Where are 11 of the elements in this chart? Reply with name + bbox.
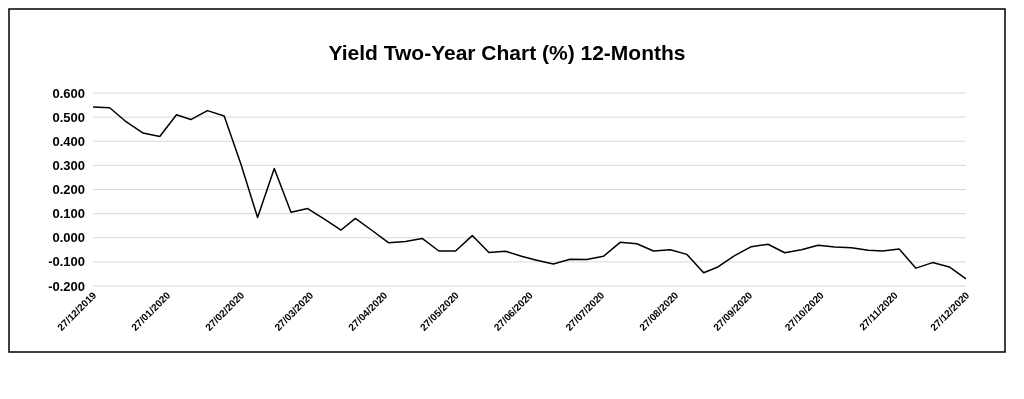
y-tick-label: 0.500 [52, 109, 85, 125]
y-tick-label: 0.400 [52, 133, 85, 149]
y-tick-label: -0.100 [48, 254, 85, 270]
y-tick-label: 0.100 [52, 206, 85, 222]
y-tick-label: 0.600 [52, 85, 85, 101]
y-tick-label: -0.200 [48, 278, 85, 294]
y-tick-label: 0.200 [52, 182, 85, 198]
y-tick-label: 0.000 [52, 230, 85, 246]
line-series [92, 106, 967, 280]
chart-title: Yield Two-Year Chart (%) 12-Months [328, 41, 686, 64]
y-tick-label: 0.300 [52, 157, 85, 173]
